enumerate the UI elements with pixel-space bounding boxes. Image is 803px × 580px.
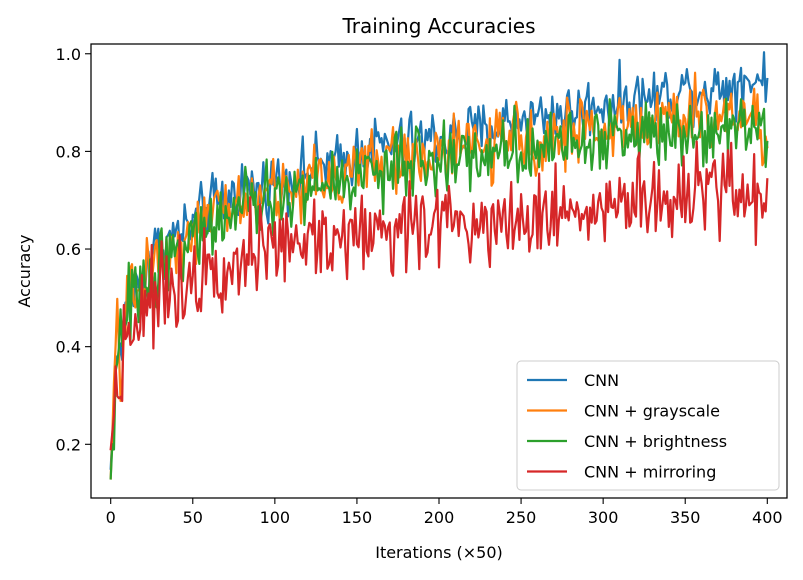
legend-label: CNN + brightness <box>584 432 727 451</box>
series-line-2 <box>109 97 769 480</box>
y-tick-label: 0.2 <box>56 435 81 454</box>
x-tick-label: 100 <box>260 508 291 527</box>
y-tick-label: 0.8 <box>56 142 81 161</box>
x-tick-label: 300 <box>588 508 619 527</box>
x-tick-label: 0 <box>106 508 116 527</box>
y-axis-ticks: 0.2 0.4 0.6 0.8 1.0 <box>56 45 91 454</box>
legend: CNN CNN + grayscale CNN + brightness CNN + … <box>516 360 780 491</box>
x-tick-label: 350 <box>670 508 701 527</box>
x-tick-label: 150 <box>342 508 373 527</box>
x-axis-ticks: 0 50 100 150 200 250 300 350 400 <box>106 498 783 527</box>
chart-title: Training Accuracies <box>341 14 535 38</box>
y-tick-label: 1.0 <box>56 45 81 64</box>
plot-area <box>109 51 769 480</box>
x-tick-label: 50 <box>183 508 203 527</box>
legend-label: CNN <box>584 371 619 390</box>
legend-label: CNN + mirroring <box>584 463 716 482</box>
x-axis-label: Iterations (×50) <box>375 543 503 562</box>
y-tick-label: 0.6 <box>56 240 81 259</box>
legend-label: CNN + grayscale <box>584 402 720 421</box>
x-tick-label: 400 <box>752 508 783 527</box>
x-tick-label: 200 <box>424 508 455 527</box>
legend-box <box>516 360 780 491</box>
x-tick-label: 250 <box>506 508 537 527</box>
series-line-3 <box>109 140 769 451</box>
y-axis-label: Accuracy <box>15 234 34 307</box>
y-tick-label: 0.4 <box>56 338 81 357</box>
